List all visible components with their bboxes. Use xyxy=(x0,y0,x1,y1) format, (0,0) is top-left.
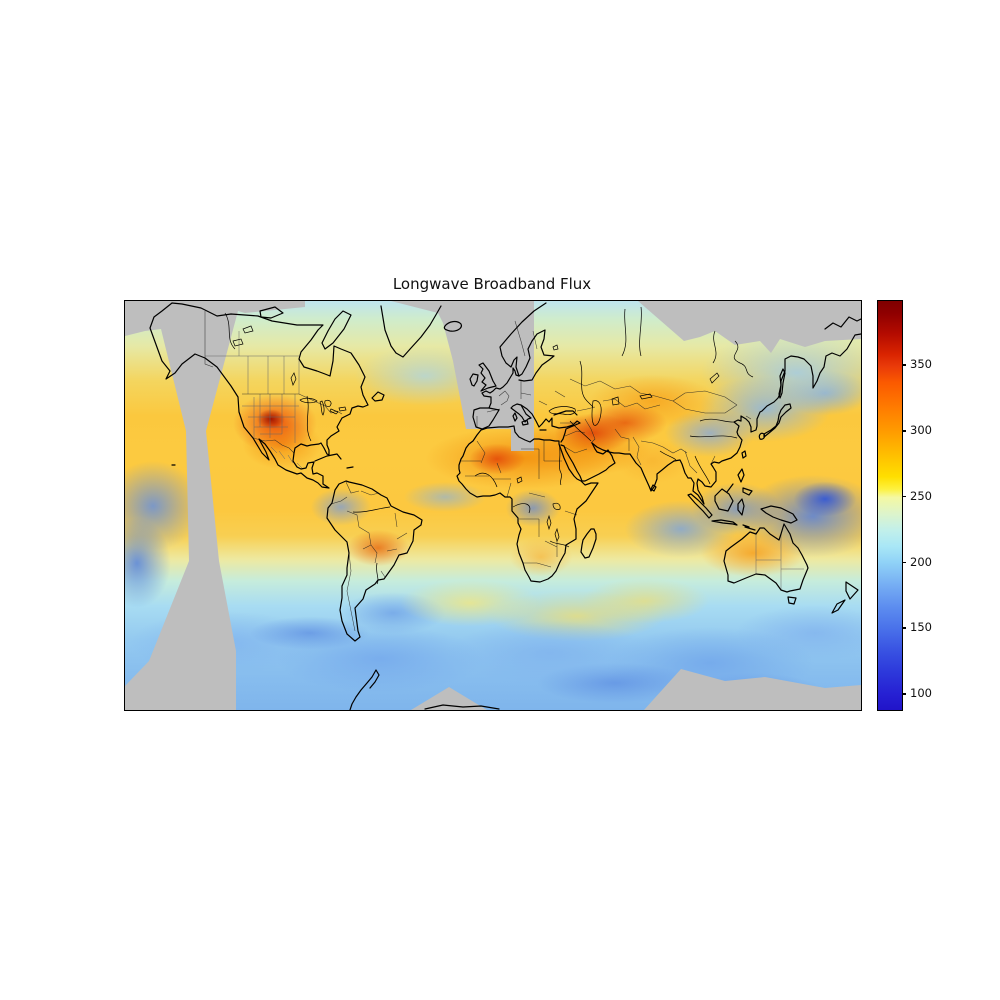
colorbar-tick xyxy=(902,561,906,564)
colorbar-tick-label: 150 xyxy=(910,620,932,635)
colorbar-tick xyxy=(902,495,906,498)
rivers xyxy=(224,306,754,585)
state-borders xyxy=(205,331,804,590)
coastlines xyxy=(149,302,861,710)
colorbar-tick-label: 300 xyxy=(910,423,932,438)
colorbar-tick-label: 250 xyxy=(910,488,932,503)
colorbar-tick-label: 100 xyxy=(910,686,932,701)
plot-title: Longwave Broadband Flux xyxy=(392,275,592,293)
country-borders xyxy=(204,311,752,632)
colorbar-tick xyxy=(902,693,906,695)
colorbar-tick-label: 350 xyxy=(910,357,932,372)
colorbar-gradient xyxy=(877,300,903,711)
colorbar-tick xyxy=(902,627,906,629)
colorbar: 100 150 200 250 300 350 xyxy=(877,300,997,711)
lakes xyxy=(232,325,720,542)
colorbar-tick xyxy=(902,430,906,432)
no-data-regions xyxy=(125,301,861,710)
map-plot-area xyxy=(124,300,862,711)
map-overlay-svg xyxy=(125,301,861,710)
colorbar-tick-label: 200 xyxy=(910,554,932,569)
colorbar-tick xyxy=(902,364,906,366)
